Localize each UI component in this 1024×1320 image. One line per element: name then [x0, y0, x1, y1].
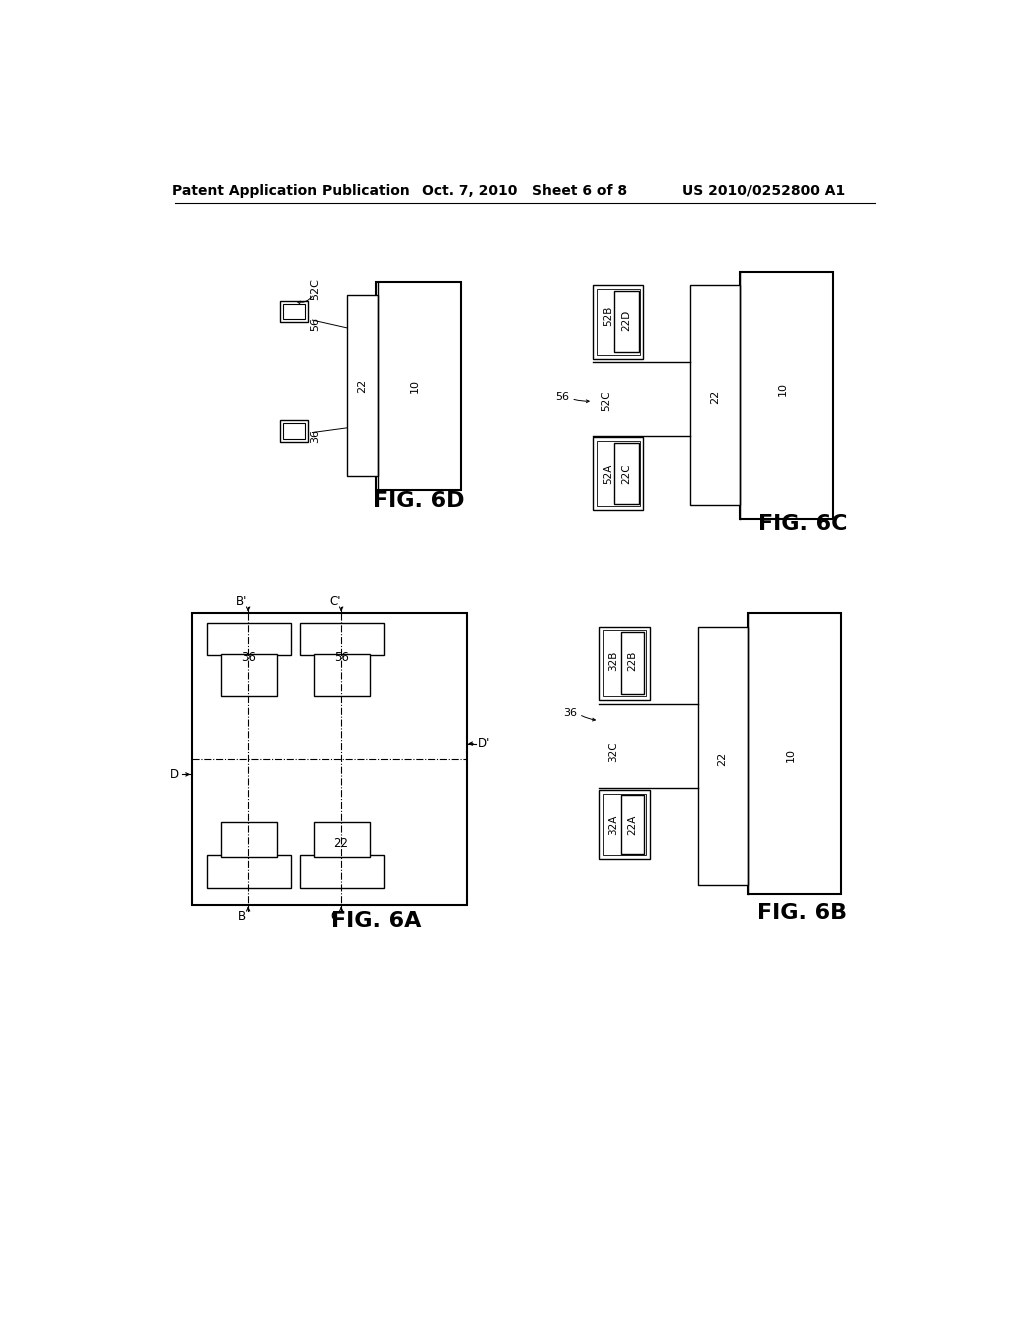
- Text: C': C': [329, 595, 341, 609]
- Bar: [283, 304, 305, 319]
- Text: 56: 56: [310, 317, 321, 331]
- Text: 56: 56: [555, 392, 569, 403]
- Bar: [207, 855, 291, 887]
- Bar: [280, 420, 308, 442]
- Text: D: D: [170, 768, 179, 781]
- Bar: [697, 627, 748, 884]
- Text: 10: 10: [410, 379, 420, 392]
- Bar: [593, 437, 643, 511]
- Text: 52C: 52C: [310, 279, 321, 300]
- Text: 22: 22: [334, 837, 348, 850]
- Bar: [376, 281, 461, 490]
- Text: D': D': [477, 737, 489, 750]
- Text: US 2010/0252800 A1: US 2010/0252800 A1: [682, 183, 845, 198]
- Text: 56: 56: [334, 651, 348, 664]
- Text: 36: 36: [241, 651, 256, 664]
- Bar: [740, 272, 834, 519]
- Bar: [597, 441, 640, 507]
- Text: 22: 22: [710, 389, 720, 404]
- Bar: [614, 442, 639, 504]
- Text: FIG. 6B: FIG. 6B: [757, 903, 847, 923]
- Bar: [603, 631, 646, 696]
- Bar: [221, 653, 276, 696]
- Text: FIG. 6C: FIG. 6C: [758, 515, 847, 535]
- Bar: [599, 789, 649, 859]
- Bar: [748, 612, 841, 894]
- Text: 10: 10: [778, 383, 787, 396]
- Bar: [690, 285, 740, 504]
- Bar: [207, 623, 291, 655]
- Bar: [346, 296, 378, 477]
- Text: 22C: 22C: [622, 463, 632, 484]
- Text: 22: 22: [357, 379, 367, 392]
- Bar: [597, 289, 640, 355]
- Text: 32B: 32B: [608, 651, 618, 672]
- Text: 22B: 22B: [628, 651, 638, 672]
- Text: 52C: 52C: [601, 391, 611, 412]
- Bar: [283, 424, 305, 438]
- Text: FIG. 6D: FIG. 6D: [373, 491, 464, 511]
- Bar: [300, 855, 384, 887]
- Bar: [599, 627, 649, 700]
- Text: 32A: 32A: [608, 814, 618, 834]
- Text: Patent Application Publication: Patent Application Publication: [172, 183, 410, 198]
- Text: 22D: 22D: [622, 309, 632, 331]
- Text: 32C: 32C: [608, 741, 618, 762]
- Bar: [603, 793, 646, 855]
- Text: 52B: 52B: [603, 306, 612, 326]
- Bar: [314, 653, 370, 696]
- Text: 22A: 22A: [628, 814, 638, 834]
- Text: FIG. 6A: FIG. 6A: [331, 911, 421, 931]
- Text: 22: 22: [718, 752, 727, 766]
- Text: 10: 10: [785, 748, 796, 762]
- Bar: [221, 822, 276, 857]
- Text: B': B': [237, 595, 248, 609]
- Bar: [314, 822, 370, 857]
- Text: B: B: [238, 909, 246, 923]
- Bar: [593, 285, 643, 359]
- Bar: [621, 795, 644, 854]
- Text: 36: 36: [563, 708, 577, 718]
- Text: Oct. 7, 2010   Sheet 6 of 8: Oct. 7, 2010 Sheet 6 of 8: [422, 183, 628, 198]
- Bar: [280, 301, 308, 322]
- Text: C: C: [331, 909, 339, 923]
- Bar: [191, 612, 467, 906]
- Bar: [621, 632, 644, 693]
- Text: 36: 36: [310, 429, 321, 442]
- Text: 52A: 52A: [603, 463, 612, 484]
- Bar: [300, 623, 384, 655]
- Bar: [614, 290, 639, 352]
